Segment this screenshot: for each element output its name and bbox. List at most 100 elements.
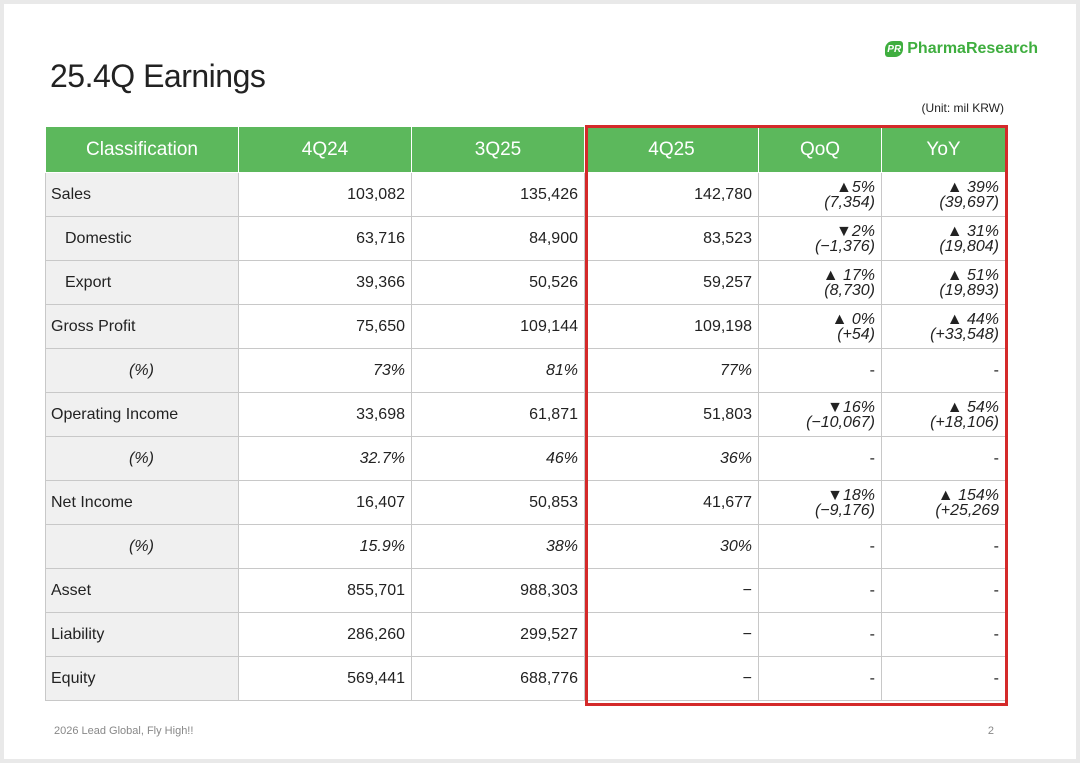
cell-4q24: 63,716 bbox=[238, 216, 412, 261]
change-amount: (−9,176) bbox=[814, 501, 875, 519]
cell-qoq: ▲5% (7,354) bbox=[758, 172, 882, 217]
change-amount: (+25,269 bbox=[935, 501, 999, 519]
row-label: Sales bbox=[45, 172, 239, 217]
cell-3q25: 38% bbox=[411, 524, 585, 569]
change-pct: ▲5% bbox=[836, 178, 875, 196]
page-number: 2 bbox=[987, 725, 994, 737]
cell-qoq: - bbox=[758, 656, 882, 701]
cell-4q25: 142,780 bbox=[584, 172, 759, 217]
cell-yoy: - bbox=[881, 568, 1006, 613]
change-pct: ▼18% bbox=[827, 486, 875, 504]
cell-3q25: 46% bbox=[411, 436, 585, 481]
cell-qoq: - bbox=[758, 436, 882, 481]
cell-yoy: ▲ 154% (+25,269 bbox=[881, 480, 1006, 525]
table-row: Sales 103,082 135,426 142,780 ▲5% (7,354)… bbox=[45, 172, 1006, 217]
table-row: Gross Profit 75,650 109,144 109,198 ▲ 0%… bbox=[45, 304, 1006, 349]
cell-4q24: 39,366 bbox=[238, 260, 412, 305]
cell-4q25: 77% bbox=[584, 348, 759, 393]
cell-4q24: 33,698 bbox=[238, 392, 412, 437]
cell-4q24: 32.7% bbox=[238, 436, 412, 481]
cell-3q25: 50,526 bbox=[411, 260, 585, 305]
change-pct: ▼16% bbox=[827, 398, 875, 416]
header-qoq: QoQ bbox=[758, 126, 882, 173]
change-amount: (39,697) bbox=[939, 193, 999, 211]
table-header-row: Classification 4Q24 3Q25 4Q25 QoQ YoY bbox=[45, 126, 1006, 173]
change-amount: (7,354) bbox=[824, 193, 875, 211]
cell-4q25: 41,677 bbox=[584, 480, 759, 525]
header-yoy: YoY bbox=[881, 126, 1006, 173]
logo-mark-icon: PR bbox=[885, 41, 904, 57]
pharmaresearch-logo: PR PharmaResearch bbox=[885, 40, 1038, 58]
change-amount: (−1,376) bbox=[814, 237, 875, 255]
change-amount: (−10,067) bbox=[806, 413, 875, 431]
cell-3q25: 135,426 bbox=[411, 172, 585, 217]
earnings-table: Classification 4Q24 3Q25 4Q25 QoQ YoY Sa… bbox=[45, 126, 1006, 701]
header-4q24: 4Q24 bbox=[238, 126, 412, 173]
cell-yoy: - bbox=[881, 348, 1006, 393]
row-label: Equity bbox=[45, 656, 239, 701]
cell-3q25: 688,776 bbox=[411, 656, 585, 701]
row-label: Asset bbox=[45, 568, 239, 613]
cell-qoq: ▲ 0% (+54) bbox=[758, 304, 882, 349]
change-pct: ▲ 39% bbox=[946, 178, 999, 196]
cell-4q25: 51,803 bbox=[584, 392, 759, 437]
cell-3q25: 109,144 bbox=[411, 304, 585, 349]
row-label: Export bbox=[45, 260, 239, 305]
cell-4q24: 15.9% bbox=[238, 524, 412, 569]
row-label: (%) bbox=[45, 436, 239, 481]
cell-3q25: 61,871 bbox=[411, 392, 585, 437]
change-amount: (+54) bbox=[837, 325, 875, 343]
cell-yoy: - bbox=[881, 436, 1006, 481]
cell-4q25: 59,257 bbox=[584, 260, 759, 305]
change-amount: (+33,548) bbox=[930, 325, 999, 343]
change-amount: (19,804) bbox=[939, 237, 999, 255]
cell-4q24: 855,701 bbox=[238, 568, 412, 613]
cell-4q24: 73% bbox=[238, 348, 412, 393]
cell-qoq: ▲ 17% (8,730) bbox=[758, 260, 882, 305]
cell-3q25: 50,853 bbox=[411, 480, 585, 525]
cell-3q25: 299,527 bbox=[411, 612, 585, 657]
cell-yoy: - bbox=[881, 612, 1006, 657]
table-row: Equity 569,441 688,776 − - - bbox=[45, 656, 1006, 701]
row-label: Operating Income bbox=[45, 392, 239, 437]
cell-4q25: − bbox=[584, 568, 759, 613]
cell-4q25: 83,523 bbox=[584, 216, 759, 261]
cell-4q24: 103,082 bbox=[238, 172, 412, 217]
cell-yoy: - bbox=[881, 656, 1006, 701]
header-3q25: 3Q25 bbox=[411, 126, 585, 173]
cell-4q25: − bbox=[584, 656, 759, 701]
table-row: Net Income 16,407 50,853 41,677 ▼18% (−9,… bbox=[45, 480, 1006, 525]
change-pct: ▲ 54% bbox=[946, 398, 999, 416]
cell-4q25: 30% bbox=[584, 524, 759, 569]
table-row: Asset 855,701 988,303 − - - bbox=[45, 568, 1006, 613]
cell-yoy: ▲ 39% (39,697) bbox=[881, 172, 1006, 217]
page-title: 25.4Q Earnings bbox=[50, 58, 266, 94]
cell-4q24: 286,260 bbox=[238, 612, 412, 657]
change-pct: ▲ 31% bbox=[946, 222, 999, 240]
cell-4q25: − bbox=[584, 612, 759, 657]
cell-yoy: ▲ 31% (19,804) bbox=[881, 216, 1006, 261]
change-amount: (+18,106) bbox=[930, 413, 999, 431]
header-classification: Classification bbox=[45, 126, 239, 173]
table-row: Domestic 63,716 84,900 83,523 ▼2% (−1,376… bbox=[45, 216, 1006, 261]
table-row: Liability 286,260 299,527 − - - bbox=[45, 612, 1006, 657]
cell-qoq: - bbox=[758, 568, 882, 613]
table-row: Export 39,366 50,526 59,257 ▲ 17% (8,730)… bbox=[45, 260, 1006, 305]
change-pct: ▲ 154% bbox=[937, 486, 999, 504]
change-pct: ▲ 0% bbox=[831, 310, 875, 328]
cell-4q24: 75,650 bbox=[238, 304, 412, 349]
row-label: Gross Profit bbox=[45, 304, 239, 349]
table-row: (%) 15.9% 38% 30% - - bbox=[45, 524, 1006, 569]
cell-yoy: - bbox=[881, 524, 1006, 569]
change-amount: (8,730) bbox=[824, 281, 875, 299]
cell-qoq: ▼18% (−9,176) bbox=[758, 480, 882, 525]
change-pct: ▲ 51% bbox=[946, 266, 999, 284]
cell-4q25: 109,198 bbox=[584, 304, 759, 349]
cell-3q25: 988,303 bbox=[411, 568, 585, 613]
cell-qoq: ▼16% (−10,067) bbox=[758, 392, 882, 437]
row-label: Domestic bbox=[45, 216, 239, 261]
table-row: (%) 32.7% 46% 36% - - bbox=[45, 436, 1006, 481]
footer-slogan: 2026 Lead Global, Fly High!! bbox=[54, 725, 194, 737]
cell-4q25: 36% bbox=[584, 436, 759, 481]
change-pct: ▲ 17% bbox=[822, 266, 875, 284]
